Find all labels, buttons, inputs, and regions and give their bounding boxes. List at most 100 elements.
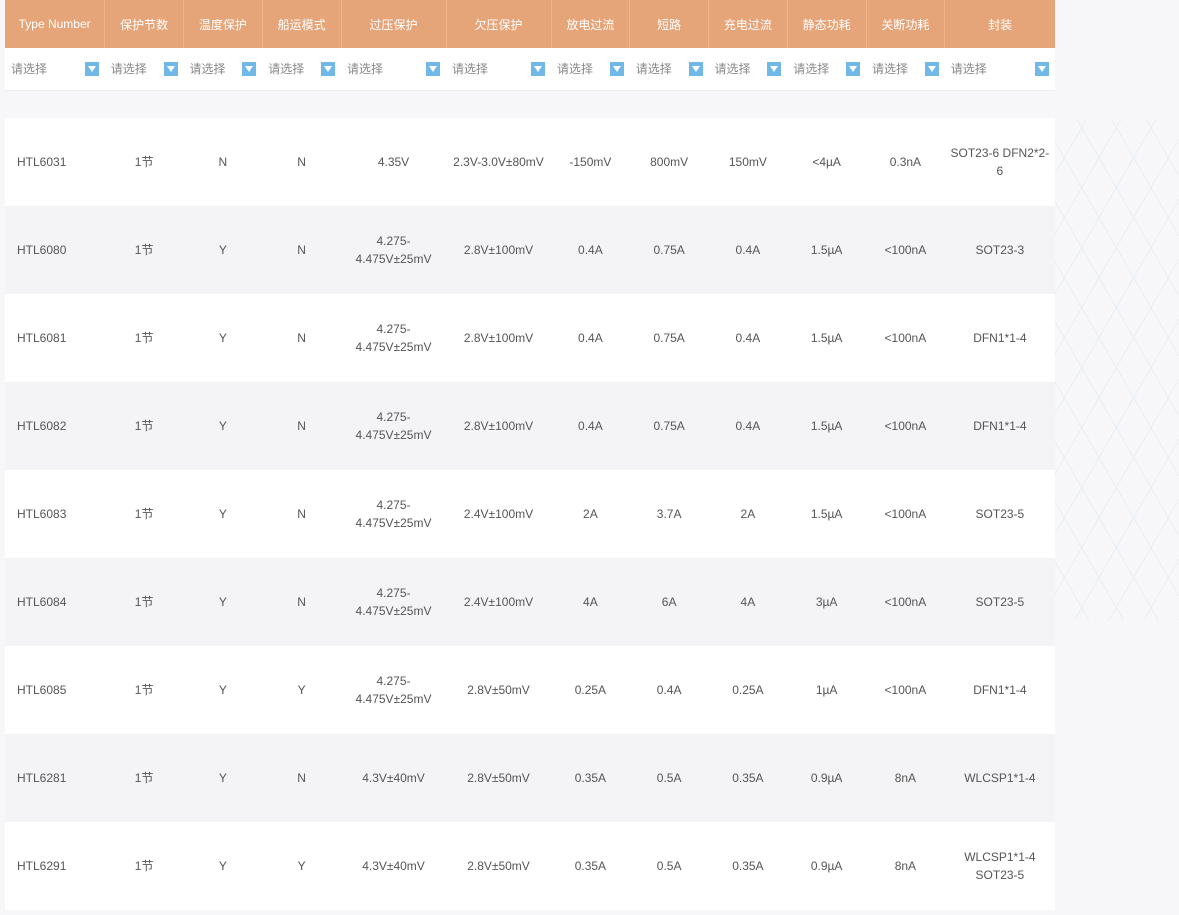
filter-placeholder: 请选择 (452, 60, 488, 78)
data-cell: -150mV (551, 118, 630, 206)
data-cell: 1节 (105, 646, 184, 734)
column-header: 短路 (630, 0, 709, 48)
data-cell: Y (184, 558, 263, 646)
filter-dropdown[interactable]: 请选择 (111, 60, 178, 78)
data-cell: <100nA (866, 646, 945, 734)
data-cell: 1.5µA (787, 382, 866, 470)
data-cell: <100nA (866, 382, 945, 470)
filter-dropdown[interactable]: 请选择 (190, 60, 257, 78)
type-number-cell: HTL6291 (5, 822, 105, 910)
filter-row: 请选择请选择请选择请选择请选择请选择请选择请选择请选择请选择请选择请选择 (5, 48, 1055, 90)
data-cell: 0.75A (630, 382, 709, 470)
chevron-down-icon (767, 62, 781, 76)
filter-dropdown[interactable]: 请选择 (347, 60, 440, 78)
data-cell: 150mV (709, 118, 788, 206)
data-cell: Y (184, 734, 263, 822)
data-cell: 8nA (866, 822, 945, 910)
data-cell: 1节 (105, 382, 184, 470)
data-cell: 2.8V±100mV (446, 206, 551, 294)
data-cell: N (262, 558, 341, 646)
filter-placeholder: 请选择 (111, 60, 147, 78)
data-cell: 6A (630, 558, 709, 646)
chevron-down-icon (689, 62, 703, 76)
data-cell: 0.35A (551, 822, 630, 910)
data-cell: 2.8V±100mV (446, 294, 551, 382)
data-cell: 1.5µA (787, 206, 866, 294)
data-cell: Y (184, 294, 263, 382)
data-cell: 1节 (105, 118, 184, 206)
data-cell: SOT23-3 (945, 206, 1055, 294)
type-number-cell: HTL6083 (5, 470, 105, 558)
data-cell: 4.275-4.475V±25mV (341, 206, 446, 294)
data-cell: 1节 (105, 822, 184, 910)
filter-dropdown[interactable]: 请选择 (11, 60, 99, 78)
table-header: Type Number保护节数温度保护船运模式过压保护欠压保护放电过流短路充电过… (5, 0, 1055, 48)
data-cell: 2.8V±100mV (446, 382, 551, 470)
filter-dropdown[interactable]: 请选择 (872, 60, 939, 78)
filter-dropdown[interactable]: 请选择 (793, 60, 860, 78)
chevron-down-icon (164, 62, 178, 76)
data-cell: 4.3V±40mV (341, 822, 446, 910)
data-cell: 0.9µA (787, 734, 866, 822)
filter-placeholder: 请选择 (715, 60, 751, 78)
spacer-row (5, 90, 1055, 118)
data-cell: DFN1*1-4 (945, 382, 1055, 470)
data-cell: 0.4A (709, 206, 788, 294)
chevron-down-icon (531, 62, 545, 76)
table-row: HTL60311节NN4.35V2.3V-3.0V±80mV-150mV800m… (5, 118, 1055, 206)
chevron-down-icon (85, 62, 99, 76)
column-header: 温度保护 (184, 0, 263, 48)
data-cell: N (184, 118, 263, 206)
column-header: 过压保护 (341, 0, 446, 48)
data-cell: 0.4A (709, 382, 788, 470)
type-number-cell: HTL6281 (5, 734, 105, 822)
data-cell: <100nA (866, 294, 945, 382)
table-row: HTL60821节YN4.275-4.475V±25mV2.8V±100mV0.… (5, 382, 1055, 470)
type-number-cell: HTL6082 (5, 382, 105, 470)
filter-placeholder: 请选择 (11, 60, 47, 78)
data-cell: 4A (709, 558, 788, 646)
data-cell: SOT23-5 (945, 558, 1055, 646)
filter-dropdown[interactable]: 请选择 (557, 60, 624, 78)
data-cell: 2.8V±50mV (446, 734, 551, 822)
filter-dropdown[interactable]: 请选择 (951, 60, 1049, 78)
data-cell: 3µA (787, 558, 866, 646)
filter-dropdown[interactable]: 请选择 (715, 60, 782, 78)
chevron-down-icon (1035, 62, 1049, 76)
filter-placeholder: 请选择 (268, 60, 304, 78)
data-cell: 0.75A (630, 206, 709, 294)
filter-dropdown[interactable]: 请选择 (452, 60, 545, 78)
filter-dropdown[interactable]: 请选择 (636, 60, 703, 78)
filter-dropdown[interactable]: 请选择 (268, 60, 335, 78)
data-cell: 4.275-4.475V±25mV (341, 382, 446, 470)
data-cell: 0.5A (630, 734, 709, 822)
data-cell: 4.275-4.475V±25mV (341, 646, 446, 734)
data-cell: WLCSP1*1-4 SOT23-5 (945, 822, 1055, 910)
column-header: 船运模式 (262, 0, 341, 48)
data-cell: 0.4A (551, 382, 630, 470)
data-cell: 4.35V (341, 118, 446, 206)
data-cell: Y (184, 822, 263, 910)
data-cell: 0.35A (709, 734, 788, 822)
data-cell: DFN1*1-4 (945, 294, 1055, 382)
filter-placeholder: 请选择 (190, 60, 226, 78)
data-cell: 2.3V-3.0V±80mV (446, 118, 551, 206)
data-cell: 4.275-4.475V±25mV (341, 470, 446, 558)
data-cell: <100nA (866, 558, 945, 646)
table-row: HTL60801节YN4.275-4.475V±25mV2.8V±100mV0.… (5, 206, 1055, 294)
column-header: Type Number (5, 0, 105, 48)
chevron-down-icon (925, 62, 939, 76)
table-row: HTL62911节YY4.3V±40mV2.8V±50mV0.35A0.5A0.… (5, 822, 1055, 910)
table-row: HTL60851节YY4.275-4.475V±25mV2.8V±50mV0.2… (5, 646, 1055, 734)
table-row: HTL60831节YN4.275-4.475V±25mV2.4V±100mV2A… (5, 470, 1055, 558)
data-cell: 0.75A (630, 294, 709, 382)
table-row: HTL60811节YN4.275-4.475V±25mV2.8V±100mV0.… (5, 294, 1055, 382)
data-cell: DFN1*1-4 (945, 646, 1055, 734)
data-cell: 1节 (105, 558, 184, 646)
column-header: 保护节数 (105, 0, 184, 48)
chevron-down-icon (426, 62, 440, 76)
filter-placeholder: 请选择 (557, 60, 593, 78)
data-cell: 3.7A (630, 470, 709, 558)
filter-placeholder: 请选择 (951, 60, 987, 78)
filter-placeholder: 请选择 (793, 60, 829, 78)
